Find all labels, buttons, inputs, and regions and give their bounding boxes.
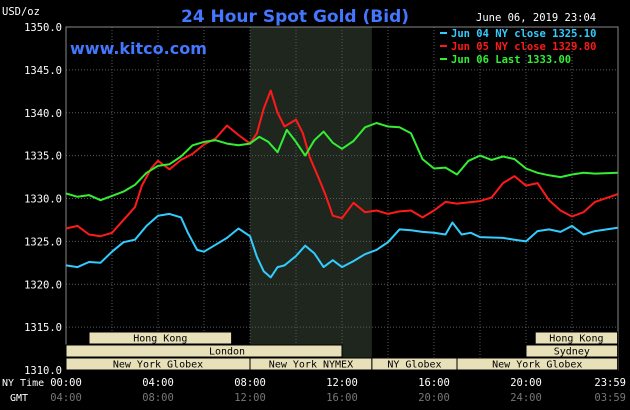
chart-timestamp: June 06, 2019 23:04	[476, 12, 596, 24]
x-tick-label-ny: 20:00	[510, 377, 542, 389]
market-session-bar	[456, 357, 619, 371]
legend-entry: Jun 06 Last 1333.00	[451, 54, 571, 66]
market-session-label: London	[209, 347, 245, 358]
y-axis-unit-label: USD/oz	[2, 6, 40, 18]
market-session-label: Hong Kong	[133, 334, 187, 345]
y-tick-label: 1340.0	[24, 108, 62, 120]
plot-area: 1350.0 1345.0 1340.0 1335.0 1330.0 1325.0 1320…	[24, 22, 619, 377]
y-tick-label: 1315.0	[24, 322, 62, 334]
series-line-2	[65, 89, 618, 238]
x-tick-label-ny: 16:00	[418, 377, 450, 389]
market-session-bar	[65, 344, 343, 358]
y-tick-label: 1330.0	[24, 194, 62, 206]
x-tick-label-gmt: 16:00	[326, 392, 358, 404]
x-tick-label-ny: 08:00	[234, 377, 266, 389]
y-tick-label: 1325.0	[24, 236, 62, 248]
market-session-label: New York Globex	[113, 360, 203, 371]
y-tick-label: 1320.0	[24, 279, 62, 291]
market-session-bar	[534, 331, 619, 345]
y-tick-label: 1350.0	[24, 22, 62, 34]
series-line-3	[65, 122, 618, 202]
market-session-bar	[88, 331, 233, 345]
x-tick-label-gmt: 20:00	[418, 392, 450, 404]
x-tick-label-gmt: 12:00	[234, 392, 266, 404]
market-session-label: NY Globex	[387, 360, 441, 371]
x-axis: NY Time GMT 00:00 04:00 04:00 08:00 08:00 12:00…	[2, 377, 626, 404]
series-line-1	[65, 212, 618, 279]
market-session-label: Sydney	[554, 347, 590, 358]
market-session-bar	[525, 344, 619, 358]
x-axis-gmt-label: GMT	[10, 393, 28, 404]
y-tick-label: 1345.0	[24, 65, 62, 77]
legend-entry: Jun 04 NY close 1325.10	[451, 28, 596, 40]
nymex-session-shade	[250, 27, 372, 370]
y-tick-label: 1310.0	[24, 365, 62, 377]
market-session-label: New York Globex	[492, 360, 582, 371]
x-axis-ny-label: NY Time	[2, 378, 44, 389]
x-tick-label-ny: 00:00	[50, 377, 82, 389]
chart-title: 24 Hour Spot Gold (Bid)	[181, 7, 409, 27]
x-tick-label-gmt: 03:59	[594, 392, 626, 404]
x-tick-label-gmt: 24:00	[510, 392, 542, 404]
x-tick-label-ny: 12:00	[326, 377, 358, 389]
x-tick-label-ny: 04:00	[142, 377, 174, 389]
market-session-label: Hong Kong	[549, 334, 603, 345]
legend-entry: Jun 05 NY close 1329.80	[451, 41, 596, 53]
x-tick-label-gmt: 08:00	[142, 392, 174, 404]
market-session-label: New York NYMEX	[269, 360, 353, 371]
y-tick-label: 1335.0	[24, 151, 62, 163]
source-watermark: www.kitco.com	[70, 39, 207, 58]
x-tick-label-ny: 23:59	[594, 377, 626, 389]
x-tick-label-gmt: 04:00	[50, 392, 82, 404]
